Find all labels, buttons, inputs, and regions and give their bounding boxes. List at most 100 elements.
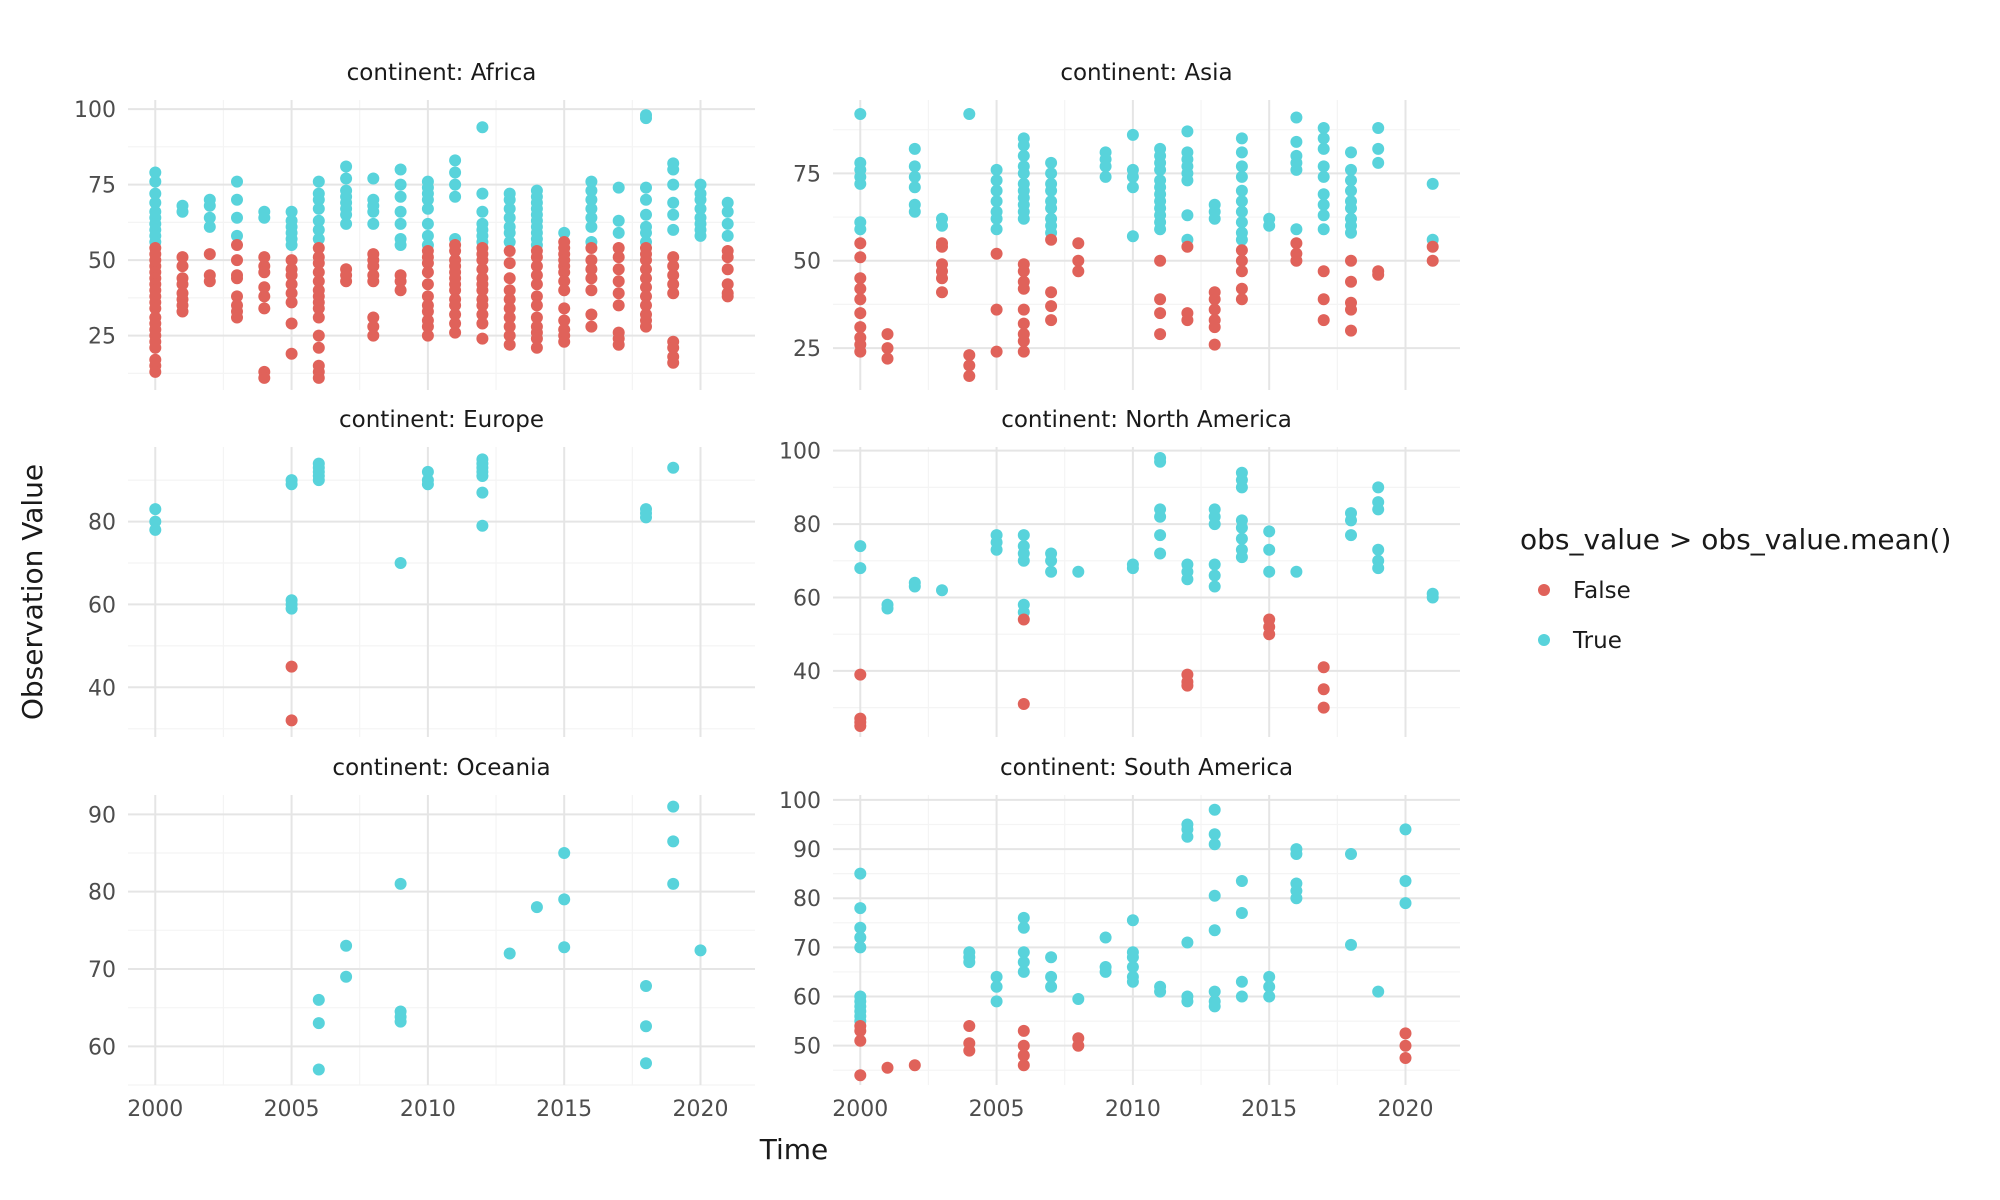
data-point-true	[1045, 167, 1058, 180]
data-point-true	[367, 217, 380, 230]
data-point-true	[1017, 167, 1030, 180]
data-point-true	[721, 217, 734, 230]
data-point-true	[1290, 892, 1303, 905]
data-point-true	[1045, 970, 1058, 983]
data-point-false	[1235, 254, 1248, 267]
data-point-true	[1126, 230, 1139, 243]
data-point-true	[908, 142, 921, 155]
data-point-true	[1290, 111, 1303, 124]
data-point-false	[1208, 321, 1221, 334]
data-point-false	[1017, 335, 1030, 348]
data-point-false	[285, 278, 298, 291]
data-point-true	[1290, 135, 1303, 148]
data-point-true	[1126, 975, 1139, 988]
data-point-false	[421, 290, 434, 303]
data-point-true	[640, 511, 652, 524]
data-point-true	[1017, 139, 1030, 152]
data-point-true	[990, 195, 1003, 208]
data-point-true	[1345, 163, 1357, 176]
data-point-true	[312, 202, 325, 215]
data-point-false	[312, 266, 325, 279]
data-point-false	[1235, 282, 1248, 295]
data-point-true	[1235, 532, 1248, 545]
data-point-true	[640, 980, 652, 992]
data-point-false	[367, 311, 380, 324]
data-point-false	[258, 251, 271, 264]
data-point-false	[558, 302, 571, 315]
data-point-true	[1345, 226, 1357, 239]
data-point-true	[231, 229, 243, 242]
data-point-false	[394, 275, 407, 288]
data-point-false	[285, 296, 298, 309]
y-tick-label: 40	[793, 660, 821, 685]
data-point-true	[1345, 146, 1357, 159]
data-point-false	[1181, 240, 1194, 253]
facet-strip-label: continent: Oceania	[332, 755, 550, 781]
data-point-true	[1017, 149, 1030, 162]
data-point-false	[149, 365, 162, 378]
data-point-true	[312, 223, 325, 236]
data-point-true	[1372, 156, 1385, 169]
data-point-false	[231, 239, 243, 251]
data-point-false	[312, 371, 325, 384]
data-point-true	[1426, 591, 1439, 604]
data-point-false	[585, 263, 598, 276]
data-point-false	[1426, 240, 1439, 253]
data-point-true	[1208, 924, 1221, 937]
legend-swatch-true	[1538, 634, 1550, 646]
data-point-true	[1126, 181, 1139, 194]
data-point-true	[990, 995, 1003, 1008]
data-point-true	[881, 602, 894, 615]
data-point-true	[1317, 132, 1330, 145]
data-point-true	[1154, 547, 1167, 560]
data-point-true	[1126, 128, 1139, 141]
data-point-false	[421, 257, 434, 270]
data-point-true	[1208, 558, 1221, 571]
data-point-false	[854, 282, 867, 295]
data-point-false	[1399, 1027, 1412, 1040]
data-point-false	[558, 335, 571, 348]
data-point-false	[203, 275, 216, 288]
facet-europe: continent: Europe 40 60 80	[88, 407, 755, 737]
data-point-false	[367, 275, 380, 288]
facet-panels: continent: Africa 25 50 75 100 continent: Asi…	[74, 60, 1460, 1122]
data-point-true	[854, 540, 867, 553]
data-point-true	[1372, 142, 1385, 155]
data-point-true	[721, 205, 734, 218]
data-point-true	[585, 202, 598, 215]
data-point-true	[285, 478, 298, 491]
data-point-true	[1181, 209, 1194, 222]
y-tick-label: 60	[88, 1035, 116, 1060]
data-point-true	[1263, 565, 1276, 578]
data-point-true	[1208, 803, 1221, 816]
data-point-true	[1208, 518, 1221, 531]
data-point-true	[667, 800, 680, 813]
y-tick-label: 75	[88, 174, 116, 199]
data-point-true	[1017, 529, 1030, 542]
data-point-false	[936, 240, 948, 253]
data-point-true	[1290, 848, 1303, 860]
data-point-false	[476, 254, 489, 267]
data-point-true	[990, 174, 1003, 187]
data-point-true	[1045, 156, 1058, 169]
data-point-true	[667, 178, 680, 191]
data-point-true	[476, 519, 489, 532]
data-point-false	[1235, 244, 1248, 257]
data-point-false	[176, 278, 189, 291]
data-point-true	[1208, 828, 1221, 841]
x-tick-label: 2015	[536, 1097, 592, 1122]
data-point-true	[312, 193, 325, 206]
data-point-true	[1399, 823, 1412, 836]
data-point-false	[640, 263, 652, 276]
data-point-true	[340, 208, 353, 221]
data-point-true	[476, 470, 489, 482]
data-point-true	[394, 205, 407, 218]
y-tick-label: 75	[793, 162, 821, 187]
data-point-true	[394, 178, 407, 191]
data-point-false	[449, 284, 462, 297]
data-point-false	[1045, 286, 1058, 299]
data-point-true	[149, 523, 162, 536]
data-point-false	[503, 311, 516, 324]
data-point-false	[258, 266, 271, 279]
data-point-false	[1263, 628, 1276, 641]
